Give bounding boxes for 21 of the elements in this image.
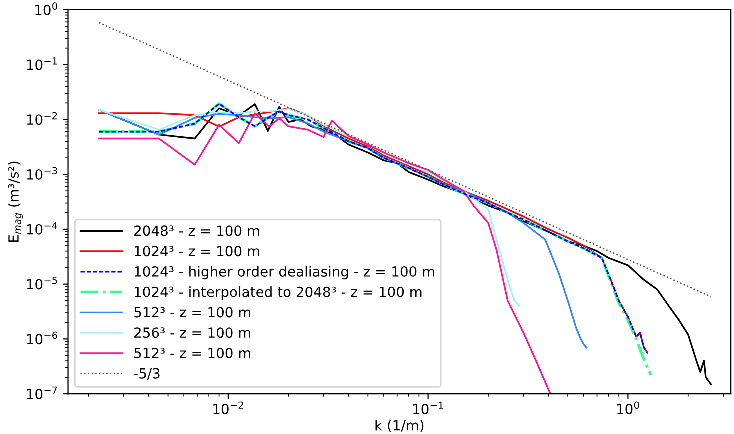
legend-label: 256³ - z = 100 m	[134, 328, 250, 338]
y-tick-label: 10$^{−1}$	[27, 58, 58, 70]
y-tick-label: 10$^{−5}$	[27, 277, 58, 290]
legend-label: 1024³ - interpolated to 2048³ - z = 100 m	[135, 286, 422, 300]
x-tick-label: 10$^{−1}$	[414, 402, 444, 414]
y-tick-label: 10$^{−7}$	[27, 386, 58, 400]
legend-label: 2048³ - z = 100 m	[134, 226, 260, 236]
legend-label: -5/3	[134, 368, 160, 380]
x-tick-label: 10$^{0}$	[618, 402, 640, 414]
legend-label: 1024³ - higher order dealiasing - z = 100 m	[135, 266, 434, 280]
y-tick-label: 10$^{−6}$	[27, 332, 58, 345]
y-tick-label: 10$^{−3}$	[27, 167, 58, 180]
y-axis-title: E$_{mag}$ (m³/s²)	[8, 162, 24, 242]
y-tick-label: 10$^{0}$	[36, 2, 58, 16]
y-tick-label: 10$^{−2}$	[27, 112, 58, 126]
legend-label: 1024³ - z = 100 m	[135, 246, 260, 257]
y-tick-label: 10$^{−4}$	[27, 222, 58, 235]
x-tick-label: 10$^{−2}$	[214, 402, 244, 414]
x-axis-title: k (1/m)	[376, 420, 424, 432]
legend-label: 512³ - z = 100 m	[134, 348, 250, 358]
legend-label: 512³ - z = 100 m	[134, 307, 250, 318]
